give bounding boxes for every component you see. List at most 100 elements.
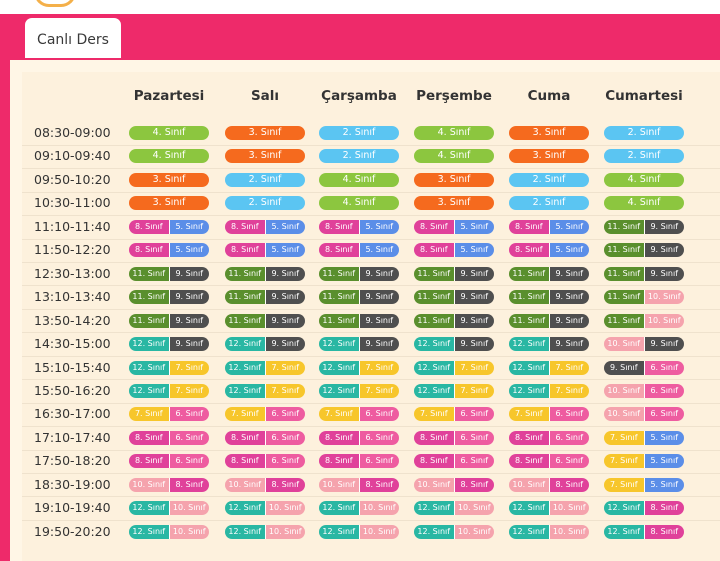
class-pill-split[interactable]: 8. Sınıf 6. Sınıf bbox=[509, 454, 589, 469]
class-pill-split[interactable]: 12. Sınıf 10. Sınıf bbox=[414, 501, 494, 516]
class-pill-split[interactable]: 8. Sınıf 6. Sınıf bbox=[509, 430, 589, 445]
class-pill-split[interactable]: 8. Sınıf 6. Sınıf bbox=[319, 430, 399, 445]
class-pill-split[interactable]: 12. Sınıf 10. Sınıf bbox=[129, 524, 209, 539]
class-pill-split[interactable]: 8. Sınıf 5. Sınıf bbox=[319, 219, 399, 234]
class-pill[interactable]: 4. Sınıf bbox=[414, 126, 494, 140]
class-pill-split[interactable]: 8. Sınıf 6. Sınıf bbox=[129, 454, 209, 469]
class-pill-split[interactable]: 11. Sınıf 9. Sınıf bbox=[129, 266, 209, 281]
class-pill[interactable]: 4. Sınıf bbox=[319, 196, 399, 211]
class-pill-split[interactable]: 11. Sınıf 10. Sınıf bbox=[604, 290, 684, 305]
class-pill-split[interactable]: 12. Sınıf 7. Sınıf bbox=[129, 360, 209, 375]
class-pill-split[interactable]: 7. Sınıf 6. Sınıf bbox=[509, 407, 589, 422]
class-pill-split[interactable]: 12. Sınıf 9. Sınıf bbox=[509, 337, 589, 352]
class-pill-split[interactable]: 10. Sınıf 8. Sınıf bbox=[319, 477, 399, 492]
class-pill-split[interactable]: 8. Sınıf 6. Sınıf bbox=[414, 454, 494, 469]
class-pill-split[interactable]: 11. Sınıf 9. Sınıf bbox=[414, 290, 494, 305]
class-pill-split[interactable]: 12. Sınıf 10. Sınıf bbox=[225, 524, 305, 539]
class-pill-split[interactable]: 7. Sınıf 6. Sınıf bbox=[414, 407, 494, 422]
class-pill-split[interactable]: 10. Sınıf 8. Sınıf bbox=[509, 477, 589, 492]
class-pill-split[interactable]: 11. Sınıf 9. Sınıf bbox=[319, 266, 399, 281]
class-pill[interactable]: 3. Sınıf bbox=[225, 126, 305, 140]
class-pill-split[interactable]: 10. Sınıf 9. Sınıf bbox=[604, 337, 684, 352]
class-pill[interactable]: 3. Sınıf bbox=[414, 172, 494, 187]
class-pill-split[interactable]: 12. Sınıf 9. Sınıf bbox=[319, 337, 399, 352]
class-pill-split[interactable]: 11. Sınıf 9. Sınıf bbox=[319, 313, 399, 328]
class-pill-split[interactable]: 8. Sınıf 5. Sınıf bbox=[414, 219, 494, 234]
class-pill[interactable]: 2. Sınıf bbox=[319, 149, 399, 164]
class-pill[interactable]: 2. Sınıf bbox=[604, 126, 684, 140]
class-pill[interactable]: 3. Sınıf bbox=[509, 126, 589, 140]
class-pill-split[interactable]: 11. Sınıf 9. Sınıf bbox=[319, 290, 399, 305]
class-pill-split[interactable]: 12. Sınıf 7. Sınıf bbox=[225, 383, 305, 398]
class-pill-split[interactable]: 10. Sınıf 8. Sınıf bbox=[129, 477, 209, 492]
class-pill-split[interactable]: 12. Sınıf 7. Sınıf bbox=[509, 383, 589, 398]
class-pill[interactable]: 4. Sınıf bbox=[129, 149, 209, 164]
class-pill-split[interactable]: 9. Sınıf 6. Sınıf bbox=[604, 360, 684, 375]
class-pill[interactable]: 3. Sınıf bbox=[509, 149, 589, 164]
class-pill[interactable]: 3. Sınıf bbox=[225, 149, 305, 164]
class-pill-split[interactable]: 12. Sınıf 9. Sınıf bbox=[225, 337, 305, 352]
class-pill-split[interactable]: 12. Sınıf 10. Sınıf bbox=[129, 501, 209, 516]
class-pill[interactable]: 3. Sınıf bbox=[129, 172, 209, 187]
class-pill-split[interactable]: 8. Sınıf 5. Sınıf bbox=[129, 219, 209, 234]
class-pill[interactable]: 2. Sınıf bbox=[225, 196, 305, 211]
class-pill[interactable]: 2. Sınıf bbox=[604, 149, 684, 164]
class-pill-split[interactable]: 11. Sınıf 9. Sınıf bbox=[225, 313, 305, 328]
class-pill-split[interactable]: 11. Sınıf 9. Sınıf bbox=[225, 266, 305, 281]
class-pill-split[interactable]: 12. Sınıf 7. Sınıf bbox=[129, 383, 209, 398]
class-pill-split[interactable]: 11. Sınıf 9. Sınıf bbox=[509, 290, 589, 305]
class-pill-split[interactable]: 7. Sınıf 6. Sınıf bbox=[129, 407, 209, 422]
class-pill-split[interactable]: 12. Sınıf 10. Sınıf bbox=[319, 501, 399, 516]
class-pill-split[interactable]: 7. Sınıf 5. Sınıf bbox=[604, 430, 684, 445]
class-pill-split[interactable]: 7. Sınıf 6. Sınıf bbox=[319, 407, 399, 422]
class-pill[interactable]: 4. Sınıf bbox=[604, 172, 684, 187]
class-pill-split[interactable]: 10. Sınıf 8. Sınıf bbox=[414, 477, 494, 492]
class-pill-split[interactable]: 8. Sınıf 5. Sınıf bbox=[225, 243, 305, 258]
class-pill-split[interactable]: 12. Sınıf 7. Sınıf bbox=[225, 360, 305, 375]
class-pill-split[interactable]: 7. Sınıf 5. Sınıf bbox=[604, 454, 684, 469]
class-pill[interactable]: 4. Sınıf bbox=[319, 172, 399, 187]
class-pill-split[interactable]: 12. Sınıf 10. Sınıf bbox=[414, 524, 494, 539]
class-pill-split[interactable]: 12. Sınıf 7. Sınıf bbox=[319, 360, 399, 375]
class-pill-split[interactable]: 8. Sınıf 5. Sınıf bbox=[319, 243, 399, 258]
class-pill-split[interactable]: 12. Sınıf 7. Sınıf bbox=[509, 360, 589, 375]
class-pill-split[interactable]: 12. Sınıf 8. Sınıf bbox=[604, 524, 684, 539]
class-pill[interactable]: 4. Sınıf bbox=[604, 196, 684, 211]
class-pill-split[interactable]: 8. Sınıf 6. Sınıf bbox=[225, 430, 305, 445]
class-pill[interactable]: 2. Sınıf bbox=[509, 172, 589, 187]
class-pill-split[interactable]: 11. Sınıf 9. Sınıf bbox=[509, 266, 589, 281]
class-pill-split[interactable]: 7. Sınıf 6. Sınıf bbox=[225, 407, 305, 422]
class-pill-split[interactable]: 11. Sınıf 10. Sınıf bbox=[604, 313, 684, 328]
class-pill[interactable]: 3. Sınıf bbox=[414, 196, 494, 211]
class-pill[interactable]: 4. Sınıf bbox=[414, 149, 494, 164]
class-pill-split[interactable]: 12. Sınıf 10. Sınıf bbox=[225, 501, 305, 516]
class-pill-split[interactable]: 8. Sınıf 6. Sınıf bbox=[414, 430, 494, 445]
class-pill-split[interactable]: 11. Sınıf 9. Sınıf bbox=[129, 313, 209, 328]
class-pill-split[interactable]: 11. Sınıf 9. Sınıf bbox=[604, 243, 684, 258]
class-pill-split[interactable]: 8. Sınıf 5. Sınıf bbox=[509, 243, 589, 258]
class-pill-split[interactable]: 11. Sınıf 9. Sınıf bbox=[225, 290, 305, 305]
class-pill[interactable]: 2. Sınıf bbox=[225, 172, 305, 187]
class-pill[interactable]: 2. Sınıf bbox=[509, 196, 589, 211]
class-pill-split[interactable]: 8. Sınıf 5. Sınıf bbox=[129, 243, 209, 258]
class-pill[interactable]: 4. Sınıf bbox=[129, 126, 209, 140]
class-pill-split[interactable]: 12. Sınıf 7. Sınıf bbox=[319, 383, 399, 398]
class-pill-split[interactable]: 12. Sınıf 10. Sınıf bbox=[319, 524, 399, 539]
class-pill-split[interactable]: 7. Sınıf 5. Sınıf bbox=[604, 477, 684, 492]
class-pill-split[interactable]: 12. Sınıf 10. Sınıf bbox=[509, 501, 589, 516]
class-pill-split[interactable]: 10. Sınıf 6. Sınıf bbox=[604, 383, 684, 398]
class-pill-split[interactable]: 12. Sınıf 7. Sınıf bbox=[414, 360, 494, 375]
class-pill-split[interactable]: 11. Sınıf 9. Sınıf bbox=[129, 290, 209, 305]
class-pill-split[interactable]: 12. Sınıf 7. Sınıf bbox=[414, 383, 494, 398]
class-pill-split[interactable]: 12. Sınıf 8. Sınıf bbox=[604, 501, 684, 516]
class-pill-split[interactable]: 11. Sınıf 9. Sınıf bbox=[414, 313, 494, 328]
class-pill-split[interactable]: 11. Sınıf 9. Sınıf bbox=[604, 266, 684, 281]
class-pill-split[interactable]: 12. Sınıf 9. Sınıf bbox=[414, 337, 494, 352]
class-pill-split[interactable]: 8. Sınıf 5. Sınıf bbox=[225, 219, 305, 234]
class-pill-split[interactable]: 10. Sınıf 8. Sınıf bbox=[225, 477, 305, 492]
class-pill-split[interactable]: 8. Sınıf 6. Sınıf bbox=[225, 454, 305, 469]
tab-canli-ders[interactable]: Canlı Ders bbox=[25, 18, 121, 58]
class-pill-split[interactable]: 10. Sınıf 6. Sınıf bbox=[604, 407, 684, 422]
class-pill-split[interactable]: 8. Sınıf 6. Sınıf bbox=[129, 430, 209, 445]
class-pill-split[interactable]: 8. Sınıf 5. Sınıf bbox=[509, 219, 589, 234]
